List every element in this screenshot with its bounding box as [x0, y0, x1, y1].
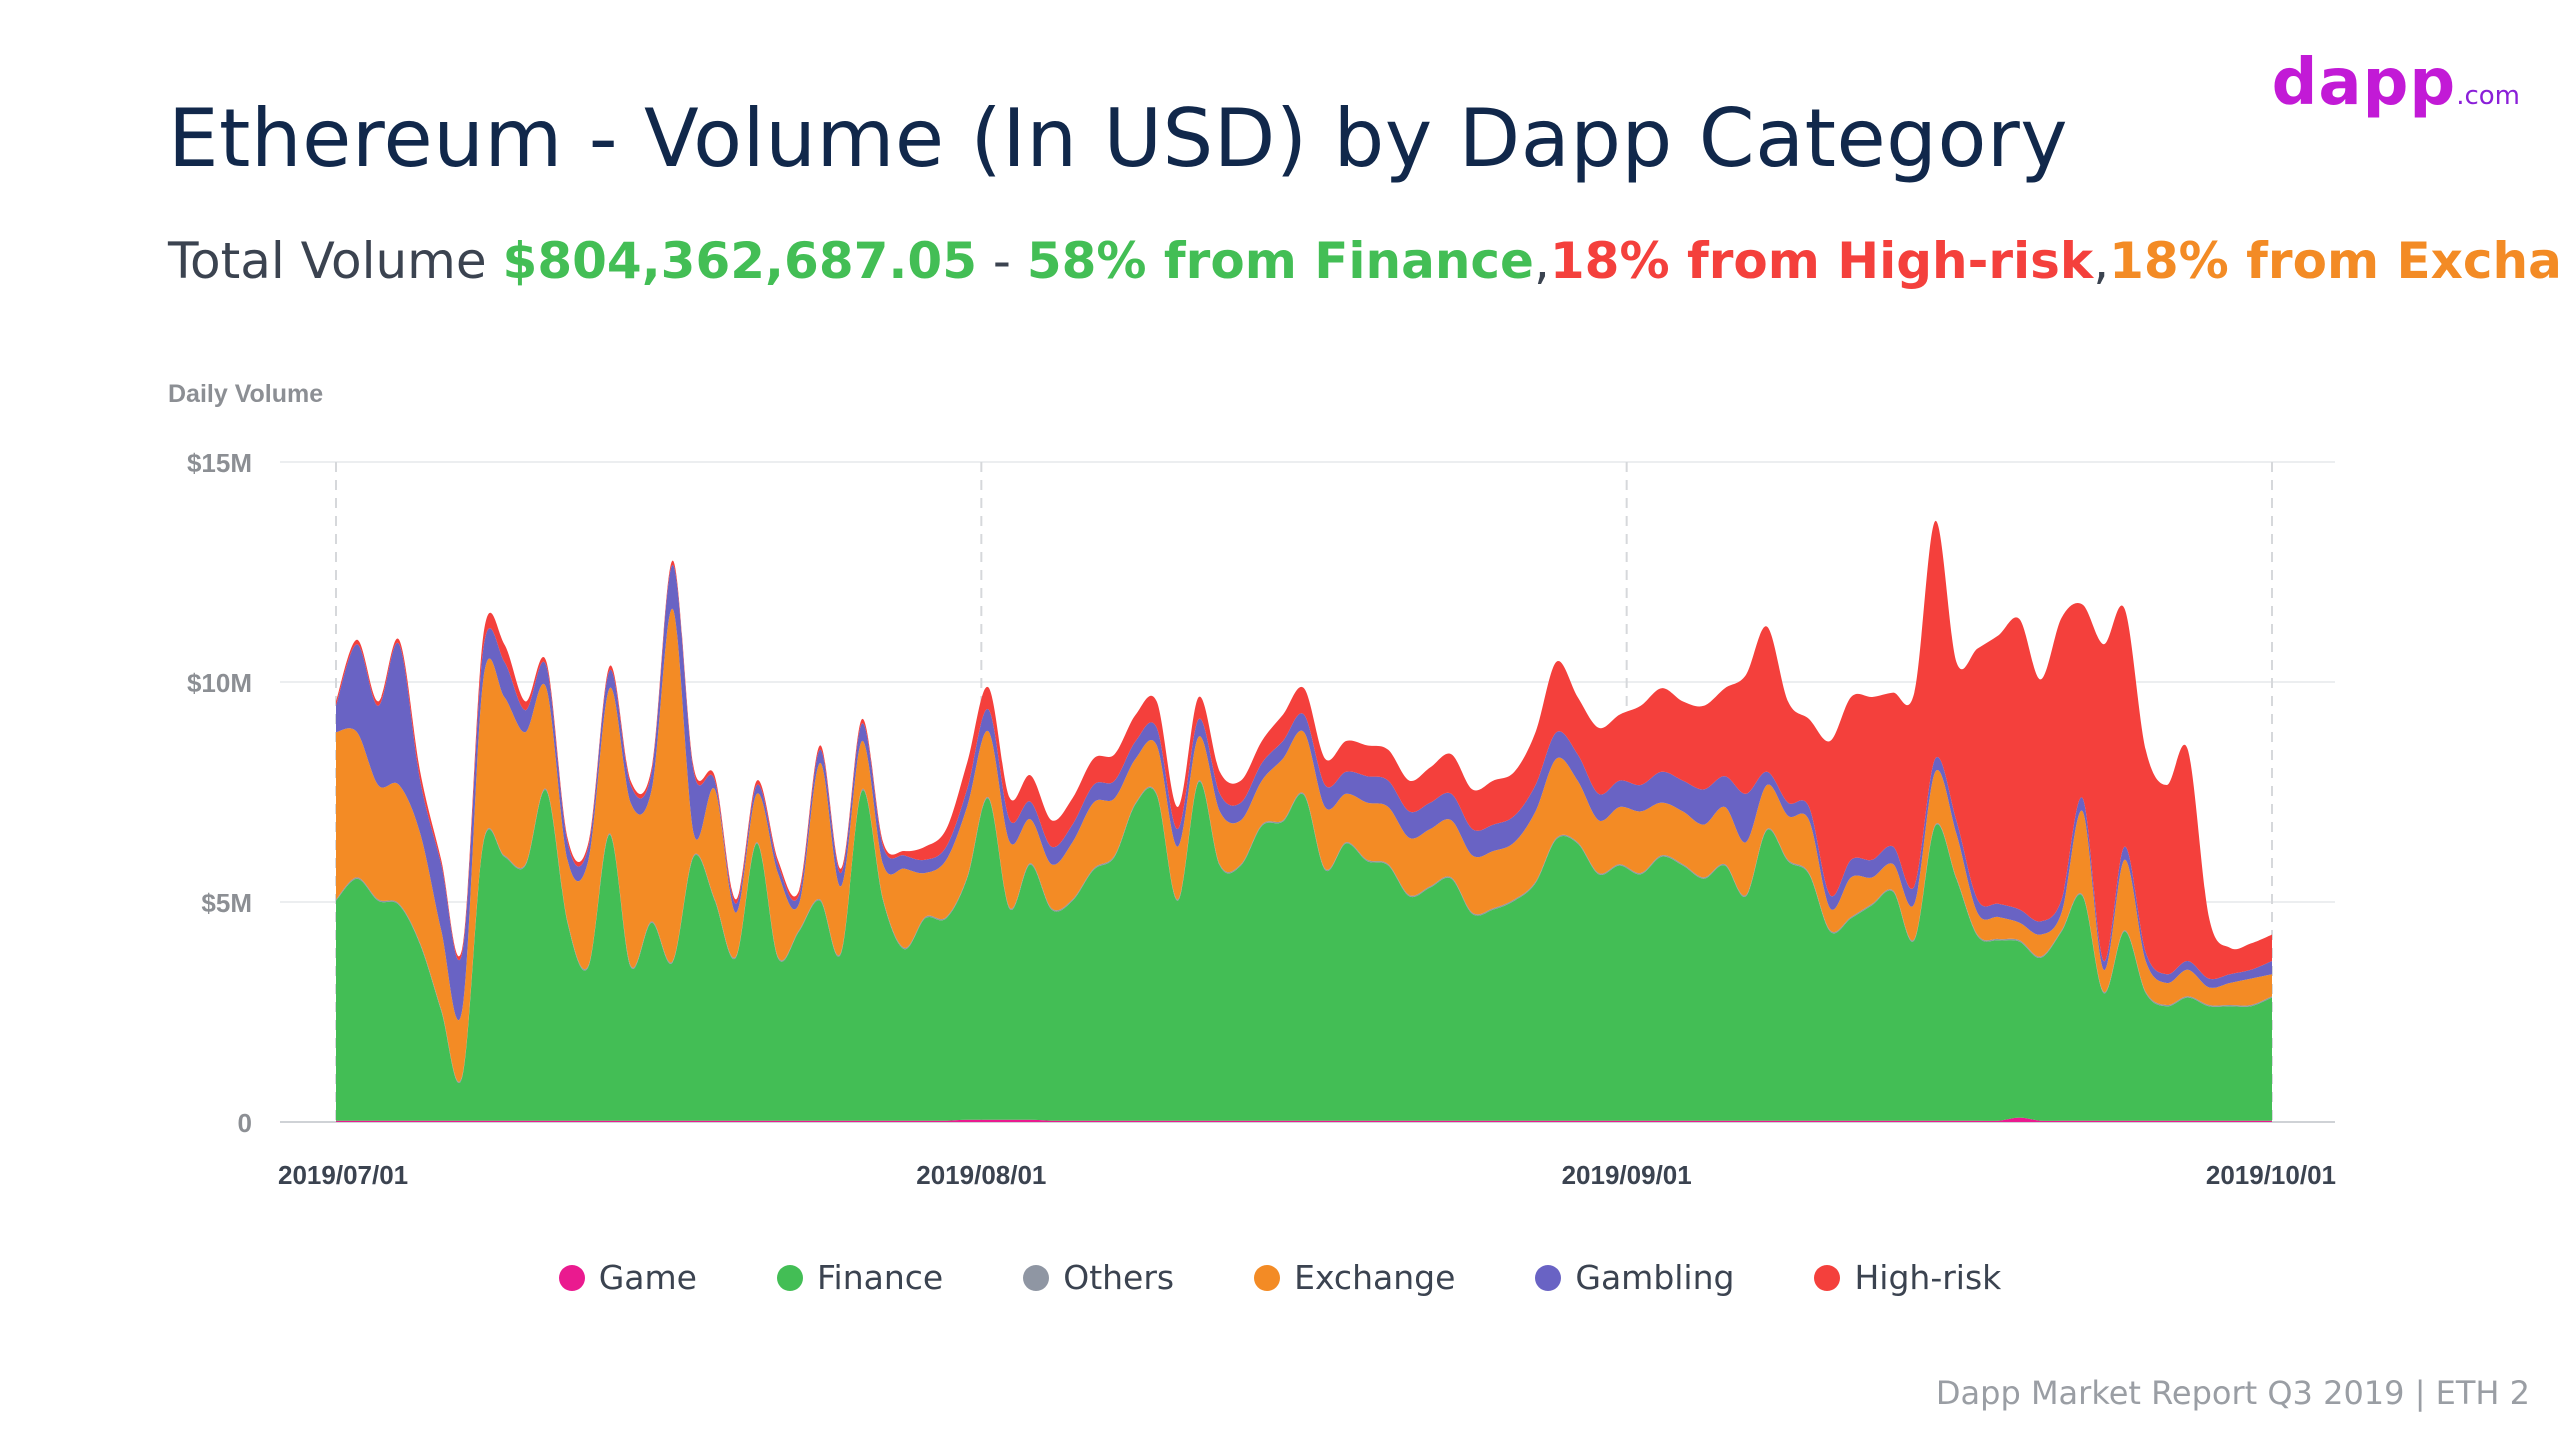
legend-swatch [1535, 1264, 1562, 1291]
dapp-logo[interactable]: dapp.com [2272, 46, 2520, 120]
summary-comma: , [1533, 232, 1550, 290]
x-tick-label: 2019/08/01 [916, 1160, 1046, 1190]
legend-item-others[interactable]: Others [1023, 1258, 1174, 1297]
legend-label: High-risk [1854, 1258, 2002, 1297]
total-volume-value: $804,362,687.05 [502, 232, 977, 290]
page-title: Ethereum - Volume (In USD) by Dapp Categ… [168, 92, 2069, 185]
legend-item-high-risk[interactable]: High-risk [1814, 1258, 2001, 1297]
area-game [336, 1117, 2272, 1122]
exchange-share: 18% from Exchange [2109, 232, 2560, 290]
y-tick-label: $15M [187, 448, 252, 478]
legend-label: Gambling [1575, 1258, 1735, 1297]
legend-label: Finance [816, 1258, 944, 1297]
y-tick-label: 0 [238, 1108, 252, 1138]
x-tick-label: 2019/09/01 [1562, 1160, 1692, 1190]
legend-swatch [776, 1264, 803, 1291]
y-axis-title: Daily Volume [168, 380, 324, 408]
legend-swatch [1023, 1264, 1050, 1291]
legend-label: Others [1063, 1258, 1175, 1297]
total-volume-label: Total Volume [168, 232, 503, 290]
legend-label: Game [598, 1258, 697, 1297]
legend-swatch [1814, 1264, 1841, 1291]
legend-swatch [558, 1264, 585, 1291]
y-tick-label: $10M [187, 668, 252, 698]
area-high-risk [336, 520, 2272, 980]
legend-item-exchange[interactable]: Exchange [1254, 1258, 1455, 1297]
legend-item-gambling[interactable]: Gambling [1535, 1258, 1734, 1297]
x-tick-label: 2019/10/01 [2206, 1160, 2336, 1190]
report-footer: Dapp Market Report Q3 2019 | ETH 2 [1935, 1374, 2530, 1412]
summary-comma: , [2093, 232, 2110, 290]
area-finance [336, 781, 2272, 1121]
legend-item-finance[interactable]: Finance [776, 1258, 944, 1297]
legend-label: Exchange [1294, 1258, 1456, 1297]
legend-item-game[interactable]: Game [558, 1258, 697, 1297]
logo-wordmark: dapp [2271, 46, 2457, 120]
summary-dash: - [977, 232, 1027, 290]
total-volume-summary: Total Volume $804,362,687.05 - 58% from … [168, 232, 2560, 290]
x-tick-label: 2019/07/01 [278, 1160, 408, 1190]
area-series [336, 520, 2272, 1122]
area-exchange [336, 608, 2272, 1082]
chart-legend: Game Finance Others Exchange Gambling High-ri… [0, 1258, 2560, 1297]
axes: 0 $5M $10M $15M 2019/07/01 2019/08/01 2019/09/… [187, 448, 2336, 1190]
finance-share: 58% from Finance [1026, 232, 1534, 290]
legend-swatch [1254, 1264, 1281, 1291]
logo-suffix: .com [2456, 81, 2520, 111]
y-tick-label: $5M [201, 888, 252, 918]
highrisk-share: 18% from High-risk [1549, 232, 2094, 290]
